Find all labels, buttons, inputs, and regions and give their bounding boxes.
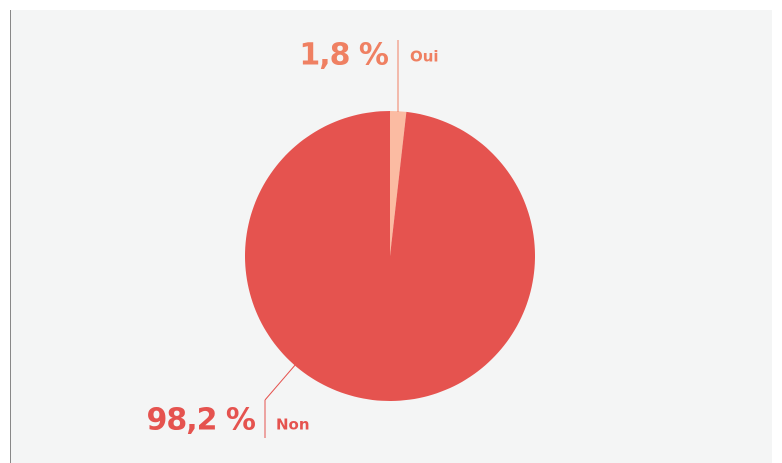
pie-slice [390,111,407,256]
pie-slice [244,111,535,401]
leader-line [264,363,297,401]
category-label: Non [276,416,310,434]
value-label: 98,2 % [146,403,255,438]
category-label: Oui [410,48,439,66]
value-label: 1,8 % [299,38,389,73]
